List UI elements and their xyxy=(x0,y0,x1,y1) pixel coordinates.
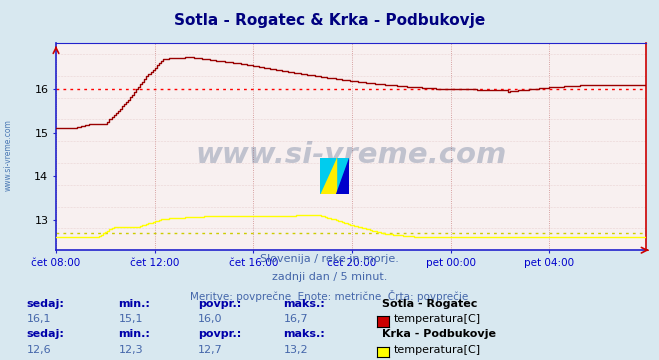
Text: Slovenija / reke in morje.: Slovenija / reke in morje. xyxy=(260,254,399,264)
Text: 12,6: 12,6 xyxy=(26,345,51,355)
Text: temperatura[C]: temperatura[C] xyxy=(394,314,481,324)
Polygon shape xyxy=(320,158,336,194)
Text: maks.:: maks.: xyxy=(283,299,325,309)
Text: 16,0: 16,0 xyxy=(198,314,222,324)
Text: www.si-vreme.com: www.si-vreme.com xyxy=(4,119,13,191)
Text: zadnji dan / 5 minut.: zadnji dan / 5 minut. xyxy=(272,272,387,282)
Text: povpr.:: povpr.: xyxy=(198,329,241,339)
Text: temperatura[C]: temperatura[C] xyxy=(394,345,481,355)
Text: 12,7: 12,7 xyxy=(198,345,223,355)
Text: Sotla - Rogatec: Sotla - Rogatec xyxy=(382,299,478,309)
Text: povpr.:: povpr.: xyxy=(198,299,241,309)
Text: www.si-vreme.com: www.si-vreme.com xyxy=(195,141,507,169)
Text: min.:: min.: xyxy=(119,299,150,309)
Text: Meritve: povprečne  Enote: metrične  Črta: povprečje: Meritve: povprečne Enote: metrične Črta:… xyxy=(190,290,469,302)
Text: Krka - Podbukovje: Krka - Podbukovje xyxy=(382,329,496,339)
Text: Sotla - Rogatec & Krka - Podbukovje: Sotla - Rogatec & Krka - Podbukovje xyxy=(174,13,485,28)
Text: sedaj:: sedaj: xyxy=(26,329,64,339)
Polygon shape xyxy=(336,158,349,194)
Text: 16,7: 16,7 xyxy=(283,314,308,324)
Text: 13,2: 13,2 xyxy=(283,345,308,355)
Text: min.:: min.: xyxy=(119,329,150,339)
Text: 15,1: 15,1 xyxy=(119,314,143,324)
Polygon shape xyxy=(320,158,336,194)
Text: maks.:: maks.: xyxy=(283,329,325,339)
Text: 16,1: 16,1 xyxy=(26,314,51,324)
Text: sedaj:: sedaj: xyxy=(26,299,64,309)
Text: 12,3: 12,3 xyxy=(119,345,143,355)
